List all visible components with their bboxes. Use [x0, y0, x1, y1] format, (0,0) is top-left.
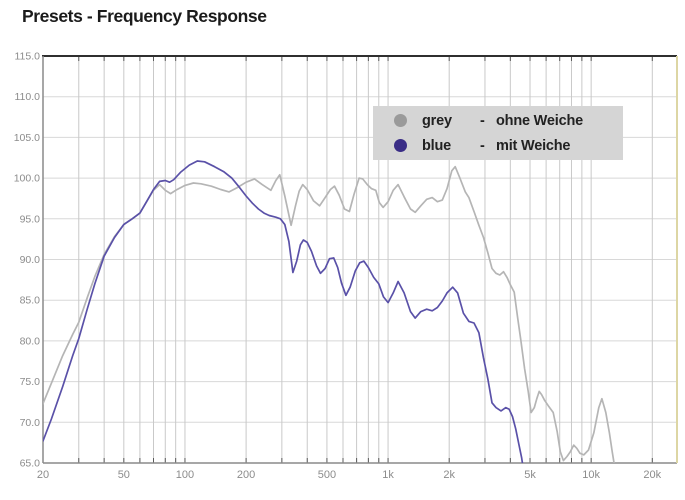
y-tick-label: 75.0 [20, 376, 41, 388]
y-tick-label: 105.0 [14, 132, 40, 144]
y-tick-label: 95.0 [20, 213, 41, 225]
x-tick-label: 20 [37, 469, 49, 481]
legend-separator: - [480, 112, 485, 129]
legend-description: ohne Weiche [496, 112, 583, 129]
y-tick-label: 80.0 [20, 335, 41, 347]
legend-color-name: blue [422, 137, 452, 154]
x-tick-label: 200 [237, 469, 255, 481]
y-tick-label: 90.0 [20, 254, 41, 266]
y-tick-label: 100.0 [14, 173, 40, 185]
legend-dot-blue-icon [394, 139, 407, 152]
x-tick-label: 20k [643, 469, 661, 481]
y-tick-label: 65.0 [20, 458, 41, 470]
x-tick-label: 50 [118, 469, 130, 481]
x-tick-label: 100 [176, 469, 194, 481]
x-tick-label: 5k [524, 469, 536, 481]
y-tick-label: 110.0 [15, 91, 41, 103]
x-tick-label: 1k [382, 469, 394, 481]
legend-row-blue: blue - mit Weiche [373, 135, 623, 157]
y-tick-label: 85.0 [20, 295, 41, 307]
x-tick-label: 10k [582, 469, 600, 481]
y-tick-label: 70.0 [20, 417, 41, 429]
legend-description: mit Weiche [496, 137, 571, 154]
chart-legend: grey - ohne Weiche blue - mit Weiche [373, 106, 623, 160]
legend-color-name: grey [422, 112, 452, 129]
curve-grey-ohne-weiche [43, 165, 615, 463]
curve-blue-mit-weiche [43, 160, 524, 463]
legend-dot-grey-icon [394, 114, 407, 127]
x-tick-label: 2k [443, 469, 455, 481]
y-tick-label: 115.0 [15, 51, 41, 63]
chart-title: Presets - Frequency Response [22, 6, 267, 26]
legend-row-grey: grey - ohne Weiche [373, 110, 623, 132]
x-tick-label: 500 [318, 469, 336, 481]
legend-separator: - [480, 137, 485, 154]
